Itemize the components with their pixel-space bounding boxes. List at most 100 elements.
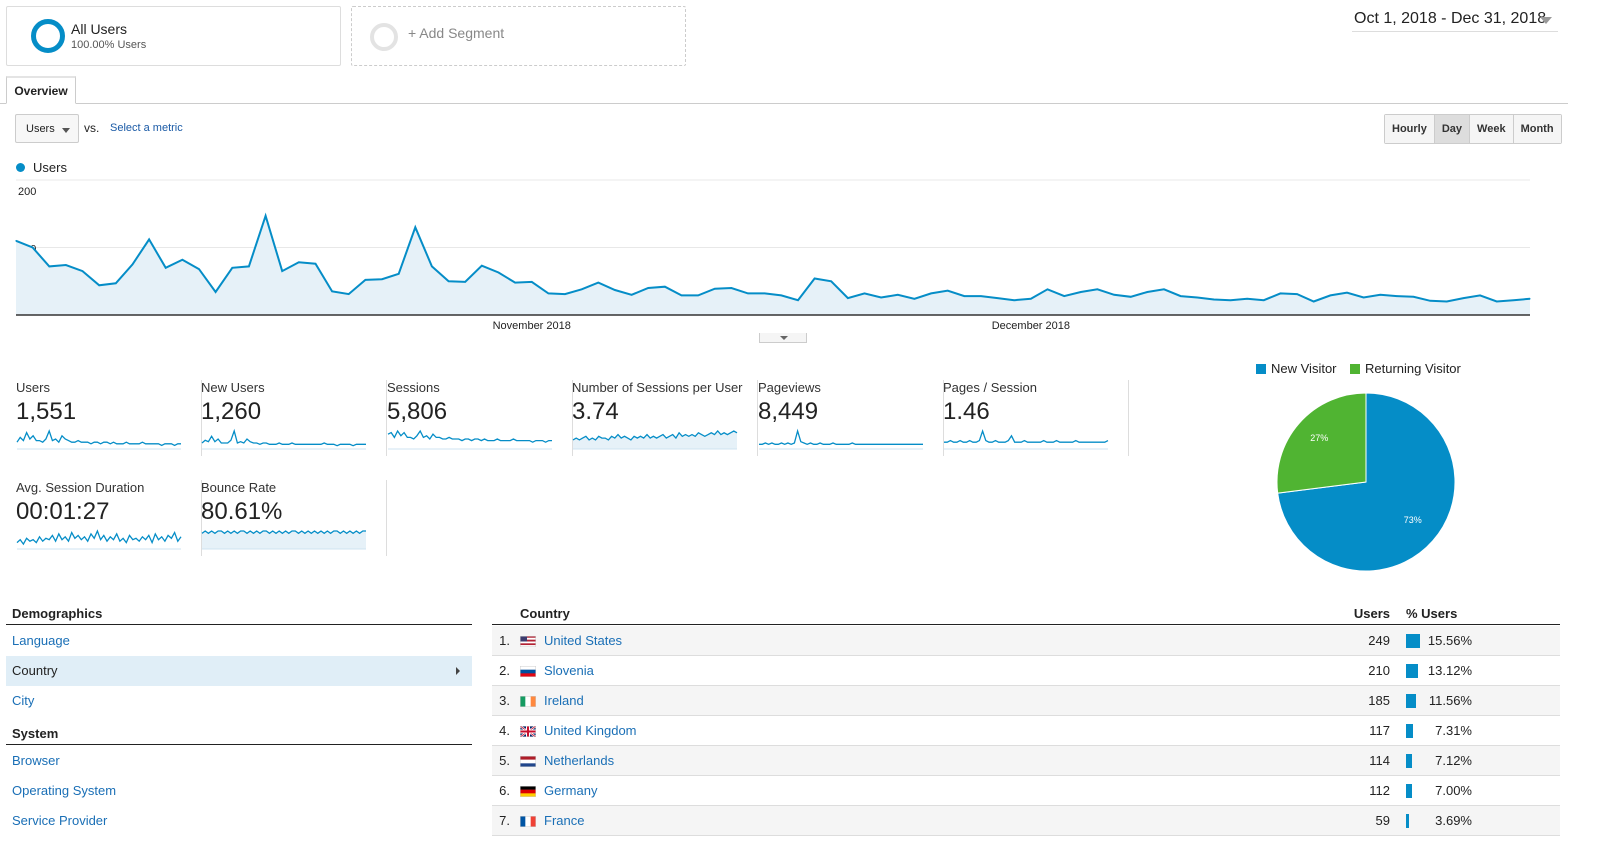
users-data-point[interactable] (630, 294, 633, 296)
users-data-point[interactable] (198, 268, 200, 270)
users-data-point[interactable] (647, 287, 649, 289)
users-data-point[interactable] (514, 282, 516, 284)
users-data-point[interactable] (1180, 295, 1182, 297)
users-data-point[interactable] (997, 297, 999, 299)
users-data-point[interactable] (464, 281, 466, 283)
users-data-point[interactable] (215, 291, 217, 293)
country-link[interactable]: Germany (544, 783, 598, 798)
users-data-point[interactable] (1462, 297, 1465, 299)
users-data-point[interactable] (381, 278, 383, 280)
users-data-point[interactable] (1046, 288, 1049, 290)
users-data-point[interactable] (714, 288, 716, 290)
date-range-picker[interactable]: Oct 1, 2018 - Dec 31, 2018 (1352, 8, 1558, 32)
users-data-point[interactable] (897, 294, 899, 296)
users-data-point[interactable] (431, 265, 433, 267)
metric-card[interactable]: Users 1,551 (16, 380, 202, 456)
users-data-point[interactable] (32, 246, 34, 249)
users-data-point[interactable] (1080, 291, 1082, 293)
users-data-point[interactable] (115, 282, 117, 284)
users-data-point[interactable] (1263, 299, 1265, 301)
users-data-point[interactable] (664, 286, 666, 288)
nav-language[interactable]: Language (12, 633, 70, 648)
users-data-point[interactable] (1496, 300, 1498, 303)
table-row[interactable]: 3. Ireland 185 11.56% (492, 686, 1560, 716)
users-data-point[interactable] (1163, 288, 1165, 290)
hourly-button[interactable]: Hourly (1385, 115, 1434, 143)
segment-all-users[interactable]: All Users 100.00% Users (6, 6, 341, 66)
users-data-point[interactable] (1396, 295, 1398, 297)
add-segment-button[interactable]: + Add Segment (351, 6, 686, 66)
week-button[interactable]: Week (1469, 115, 1513, 143)
users-data-point[interactable] (165, 267, 167, 269)
metric-select[interactable]: Users (15, 114, 79, 143)
col-country[interactable]: Country (520, 606, 570, 621)
tab-overview[interactable]: Overview (6, 76, 76, 104)
users-data-point[interactable] (264, 215, 267, 217)
users-data-point[interactable] (497, 271, 500, 274)
returning-visitor-slice[interactable] (1276, 392, 1367, 494)
users-data-point[interactable] (481, 265, 483, 267)
users-data-point[interactable] (764, 292, 766, 294)
metric-card[interactable]: New Users 1,260 (201, 380, 387, 456)
users-data-point[interactable] (1446, 300, 1448, 303)
table-row[interactable]: 2. Slovenia 210 13.12% (492, 656, 1560, 686)
select-metric-link[interactable]: Select a metric (110, 122, 183, 134)
users-data-point[interactable] (697, 294, 699, 297)
nav-country[interactable]: Country (6, 656, 472, 686)
users-data-point[interactable] (797, 299, 799, 301)
users-data-point[interactable] (1113, 294, 1115, 296)
users-data-point[interactable] (830, 280, 832, 282)
country-link[interactable]: France (544, 813, 585, 828)
users-data-point[interactable] (1196, 296, 1198, 299)
users-data-point[interactable] (447, 280, 450, 282)
nav-browser[interactable]: Browser (12, 753, 60, 768)
users-data-point[interactable] (847, 297, 849, 299)
users-data-point[interactable] (1479, 294, 1481, 297)
users-data-point[interactable] (1063, 295, 1065, 297)
col-pct-users[interactable]: % Users (1406, 606, 1458, 621)
users-data-point[interactable] (1246, 298, 1248, 300)
metric-card[interactable]: Pages / Session 1.46 (943, 380, 1129, 456)
users-data-point[interactable] (947, 290, 949, 292)
table-row[interactable]: 6. Germany 112 7.00% (492, 776, 1560, 806)
users-data-point[interactable] (1512, 299, 1514, 301)
users-data-point[interactable] (597, 282, 599, 284)
users-data-point[interactable] (930, 292, 932, 294)
users-data-point[interactable] (547, 292, 549, 294)
nav-operating-system[interactable]: Operating System (12, 783, 117, 798)
users-data-point[interactable] (348, 293, 350, 295)
metric-card[interactable]: Bounce Rate 80.61% (201, 480, 387, 556)
country-link[interactable]: United Kingdom (544, 723, 637, 738)
metric-card[interactable]: Number of Sessions per User 3.74 (572, 380, 758, 456)
users-data-point[interactable] (248, 265, 250, 267)
users-data-point[interactable] (614, 289, 616, 291)
users-data-point[interactable] (980, 295, 982, 297)
users-data-point[interactable] (1313, 300, 1315, 303)
users-data-point[interactable] (564, 293, 566, 295)
users-data-point[interactable] (780, 294, 782, 297)
users-data-point[interactable] (581, 288, 583, 290)
users-data-point[interactable] (1229, 299, 1232, 301)
day-button[interactable]: Day (1433, 115, 1470, 143)
users-data-point[interactable] (48, 265, 50, 267)
users-data-point[interactable] (1346, 292, 1348, 294)
users-data-point[interactable] (181, 259, 183, 261)
metric-card[interactable]: Pageviews 8,449 (758, 380, 944, 456)
users-data-point[interactable] (65, 264, 67, 266)
users-data-point[interactable] (314, 263, 317, 265)
users-data-point[interactable] (1213, 298, 1215, 301)
metric-card[interactable]: Sessions 5,806 (387, 380, 573, 456)
users-data-point[interactable] (1363, 296, 1365, 299)
country-link[interactable]: Slovenia (544, 663, 594, 678)
users-data-point[interactable] (1296, 293, 1298, 295)
nav-service-provider[interactable]: Service Provider (12, 813, 108, 828)
users-data-point[interactable] (1096, 288, 1099, 290)
users-data-point[interactable] (1379, 294, 1381, 296)
users-data-point[interactable] (81, 270, 84, 272)
users-data-point[interactable] (414, 226, 416, 228)
users-data-point[interactable] (531, 281, 533, 283)
users-data-point[interactable] (364, 279, 366, 281)
col-users[interactable]: Users (1353, 606, 1390, 621)
users-data-point[interactable] (398, 273, 400, 275)
nav-city[interactable]: City (12, 693, 35, 708)
